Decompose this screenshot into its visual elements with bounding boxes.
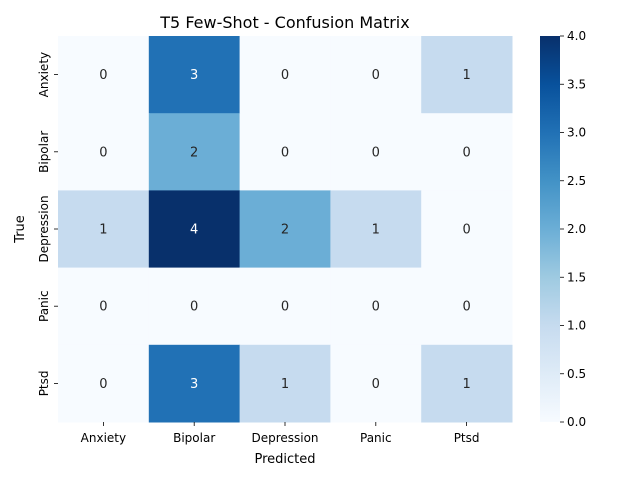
colorbar-tick-label: 1.0 bbox=[567, 319, 586, 333]
heatmap-cell bbox=[421, 36, 513, 114]
x-axis-ticks: Anxiety Bipolar Depression Panic Ptsd bbox=[81, 422, 480, 445]
cell-value-label: 3 bbox=[190, 377, 198, 392]
heatmap-cell bbox=[330, 113, 422, 191]
cell-value-label: 0 bbox=[99, 377, 107, 392]
heatmap-cell bbox=[239, 113, 331, 191]
heatmap-cell bbox=[421, 344, 513, 423]
heatmap-cell bbox=[148, 344, 241, 423]
colorbar-tick-label: 2.0 bbox=[567, 222, 586, 236]
cell-value-label: 1 bbox=[99, 223, 107, 238]
heatmap-cell bbox=[58, 267, 150, 346]
cell-value-label: 2 bbox=[190, 145, 198, 160]
heatmap-cell bbox=[421, 190, 513, 269]
y-tick-label: Bipolar bbox=[37, 131, 51, 173]
heatmap-cell bbox=[330, 36, 422, 114]
heatmap-cell bbox=[58, 36, 150, 114]
chart-title: T5 Few-Shot - Confusion Matrix bbox=[159, 13, 409, 32]
heatmap-cell bbox=[330, 190, 422, 269]
x-tick-label: Depression bbox=[251, 431, 318, 445]
heatmap-cells bbox=[58, 36, 513, 423]
x-axis-label: Predicted bbox=[254, 452, 315, 467]
cell-value-label: 0 bbox=[99, 300, 107, 315]
y-axis-ticks: Anxiety Bipolar Depression Panic Ptsd bbox=[37, 52, 58, 396]
x-tick-label: Ptsd bbox=[454, 431, 480, 445]
cell-value-label: 1 bbox=[372, 223, 380, 238]
heatmap-cell bbox=[58, 113, 150, 191]
cell-value-label: 0 bbox=[281, 300, 289, 315]
x-tick-label: Anxiety bbox=[81, 431, 126, 445]
heatmap-cell bbox=[148, 190, 241, 269]
heatmap-cell bbox=[148, 36, 241, 114]
cell-value-label: 0 bbox=[462, 223, 470, 238]
heatmap-cell bbox=[239, 344, 331, 423]
cell-value-label: 0 bbox=[190, 300, 198, 315]
cell-value-label: 3 bbox=[190, 68, 198, 83]
colorbar-tick-label: 1.5 bbox=[567, 270, 586, 284]
cell-value-label: 0 bbox=[281, 145, 289, 160]
heatmap-cell bbox=[330, 344, 422, 423]
cell-value-label: 1 bbox=[462, 68, 470, 83]
heatmap-cell bbox=[421, 267, 513, 346]
heatmap-cell bbox=[421, 113, 513, 191]
cell-annotations: 0 3 0 0 1 0 2 0 0 0 1 4 2 1 0 0 0 0 0 0 0 3 1 0 1 bbox=[99, 68, 470, 392]
cell-value-label: 0 bbox=[372, 300, 380, 315]
colorbar-tick-label: 4.0 bbox=[567, 29, 586, 43]
colorbar-tick-label: 3.5 bbox=[567, 77, 586, 91]
colorbar-ticks: 0.0 0.5 1.0 1.5 2.0 2.5 3.0 3.5 4.0 bbox=[560, 29, 586, 429]
colorbar-tick-label: 0.0 bbox=[567, 415, 586, 429]
colorbar bbox=[540, 36, 560, 422]
cell-value-label: 0 bbox=[281, 68, 289, 83]
cell-value-label: 4 bbox=[190, 223, 198, 238]
y-tick-label: Anxiety bbox=[37, 52, 51, 97]
heatmap-cell bbox=[239, 190, 331, 269]
heatmap-cell bbox=[58, 190, 150, 269]
heatmap-cell bbox=[148, 113, 241, 191]
heatmap-cell bbox=[239, 36, 331, 114]
heatmap-cell bbox=[148, 267, 241, 346]
x-tick-label: Panic bbox=[360, 431, 392, 445]
y-axis-label: True bbox=[13, 215, 28, 244]
cell-value-label: 1 bbox=[281, 377, 289, 392]
cell-value-label: 0 bbox=[372, 145, 380, 160]
heatmap-cell bbox=[239, 267, 331, 346]
heatmap-cell bbox=[330, 267, 422, 346]
y-tick-label: Depression bbox=[37, 195, 51, 262]
colorbar-tick-label: 0.5 bbox=[567, 367, 586, 381]
cell-value-label: 0 bbox=[372, 68, 380, 83]
cell-value-label: 2 bbox=[281, 223, 289, 238]
cell-value-label: 0 bbox=[99, 68, 107, 83]
colorbar-tick-label: 2.5 bbox=[567, 174, 586, 188]
cell-value-label: 0 bbox=[462, 145, 470, 160]
cell-value-label: 0 bbox=[372, 377, 380, 392]
cell-value-label: 0 bbox=[462, 300, 470, 315]
cell-value-label: 0 bbox=[99, 145, 107, 160]
heatmap-cell bbox=[58, 344, 150, 423]
y-tick-label: Panic bbox=[37, 290, 51, 322]
y-tick-label: Ptsd bbox=[37, 370, 51, 396]
x-tick-label: Bipolar bbox=[173, 431, 215, 445]
cell-value-label: 1 bbox=[462, 377, 470, 392]
colorbar-tick-label: 3.0 bbox=[567, 126, 586, 140]
